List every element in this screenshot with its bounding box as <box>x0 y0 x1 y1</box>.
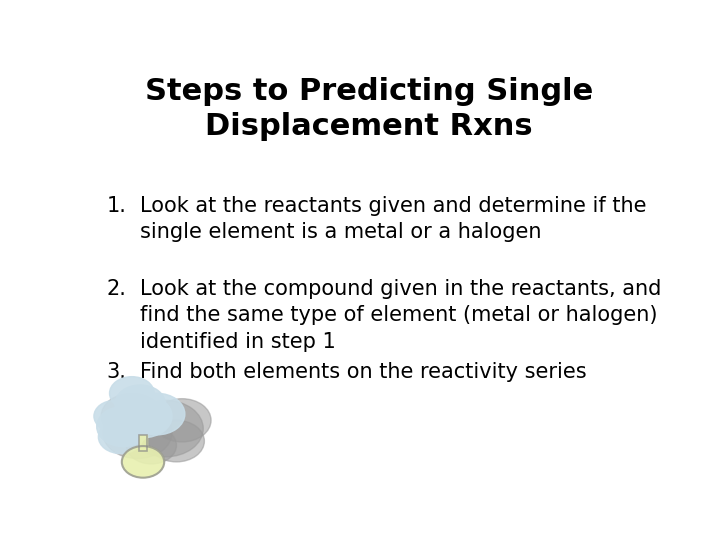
Circle shape <box>99 420 143 454</box>
Circle shape <box>109 377 154 410</box>
Circle shape <box>115 385 166 422</box>
Circle shape <box>126 427 176 464</box>
Circle shape <box>101 393 163 439</box>
Text: Find both elements on the reactivity series: Find both elements on the reactivity ser… <box>140 362 587 382</box>
Text: Look at the reactants given and determine if the
single element is a metal or a : Look at the reactants given and determin… <box>140 196 647 242</box>
Text: Steps to Predicting Single
Displacement Rxns: Steps to Predicting Single Displacement … <box>145 77 593 141</box>
Circle shape <box>114 395 172 438</box>
Circle shape <box>122 446 164 478</box>
Circle shape <box>148 420 204 462</box>
Circle shape <box>129 393 185 435</box>
Text: Look at the compound given in the reactants, and
find the same type of element (: Look at the compound given in the reacta… <box>140 279 662 352</box>
Circle shape <box>96 407 150 447</box>
Text: 1.: 1. <box>107 196 127 216</box>
Text: 3.: 3. <box>107 362 127 382</box>
Text: 2.: 2. <box>107 279 127 299</box>
Bar <box>139 435 147 451</box>
Circle shape <box>94 400 136 432</box>
Bar <box>139 435 147 451</box>
Circle shape <box>127 400 203 457</box>
Circle shape <box>153 399 211 442</box>
Circle shape <box>103 407 172 458</box>
